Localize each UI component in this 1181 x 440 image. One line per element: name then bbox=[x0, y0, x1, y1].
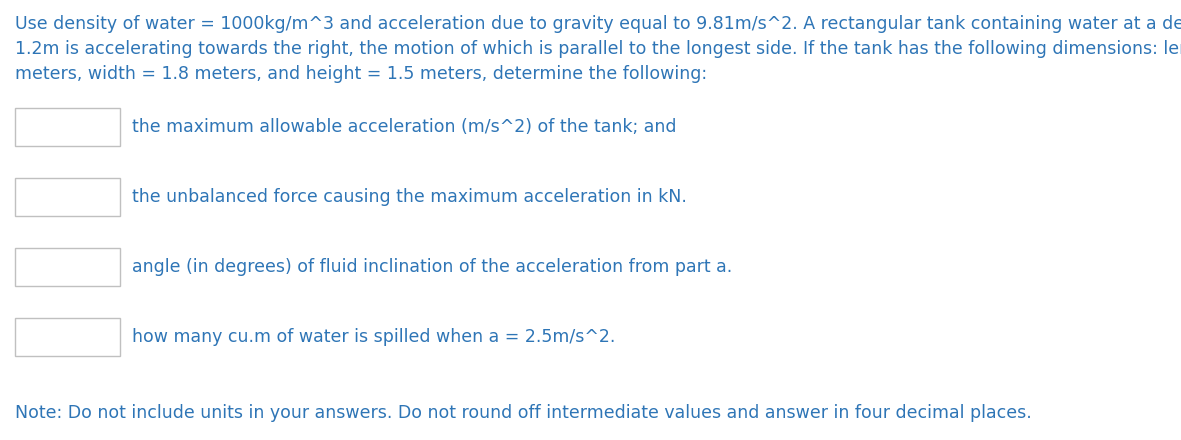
Text: the maximum allowable acceleration (m/s^2) of the tank; and: the maximum allowable acceleration (m/s^… bbox=[132, 118, 677, 136]
Bar bbox=[15, 318, 120, 356]
Text: how many cu.m of water is spilled when a = 2.5m/s^2.: how many cu.m of water is spilled when a… bbox=[132, 328, 615, 346]
Text: Use density of water = 1000kg/m^3 and acceleration due to gravity equal to 9.81m: Use density of water = 1000kg/m^3 and ac… bbox=[15, 15, 1181, 83]
Bar bbox=[15, 248, 120, 286]
Bar bbox=[15, 108, 120, 146]
Text: the unbalanced force causing the maximum acceleration in kN.: the unbalanced force causing the maximum… bbox=[132, 188, 687, 206]
Text: angle (in degrees) of fluid inclination of the acceleration from part a.: angle (in degrees) of fluid inclination … bbox=[132, 258, 732, 276]
Bar bbox=[15, 178, 120, 216]
Text: Note: Do not include units in your answers. Do not round off intermediate values: Note: Do not include units in your answe… bbox=[15, 404, 1032, 422]
